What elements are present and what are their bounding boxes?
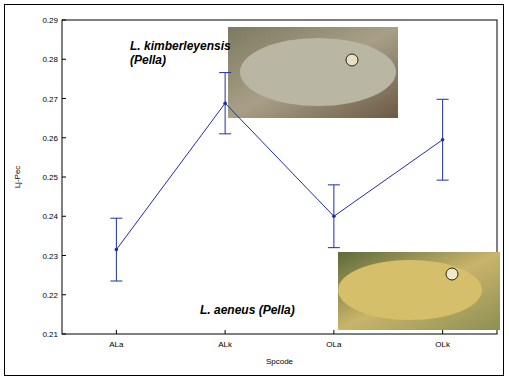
y-axis-label: Lj-Pec (13, 166, 22, 189)
x-tick (333, 330, 334, 334)
y-tick (62, 216, 66, 217)
error-bar-cap (328, 247, 340, 248)
y-tick-label: 0.23 (42, 252, 58, 261)
y-tick-label: 0.24 (42, 212, 58, 221)
y-tick-label: 0.21 (42, 330, 58, 339)
data-point (115, 248, 119, 252)
y-tick-label: 0.27 (42, 95, 58, 104)
chart-container: 0.21 0.22 0.23 0.24 0.25 0.26 0.27 0.28 0.29 ALa A… (0, 0, 509, 381)
y-tick (62, 59, 66, 60)
annotation: (Pella) (130, 53, 166, 67)
outer-frame (5, 5, 504, 376)
x-tick-label: OLk (435, 340, 451, 349)
error-bar-cap (219, 72, 231, 73)
error-bar-cap (110, 218, 122, 219)
plot-frame (62, 20, 497, 334)
error-bar-cap (437, 99, 449, 100)
y-tick (62, 294, 66, 295)
data-line (116, 103, 442, 249)
y-tick (62, 20, 66, 21)
data-point (332, 214, 336, 218)
y-tick (62, 137, 66, 138)
error-bar-cap (110, 281, 122, 282)
error-bar (219, 73, 231, 134)
y-tick (62, 255, 66, 256)
y-tick-label: 0.25 (42, 173, 58, 182)
y-tick (62, 177, 66, 178)
error-bar (437, 99, 449, 180)
x-tick-label: ALa (109, 340, 124, 349)
photo-inset (338, 252, 500, 330)
photo-inset (228, 27, 398, 118)
y-tick-label: 0.29 (42, 16, 58, 25)
x-tick (225, 330, 226, 334)
x-axis-label: Spcode (266, 357, 294, 366)
y-tick (62, 334, 66, 335)
annotation: L. kimberleyensis (130, 39, 231, 53)
x-tick (116, 330, 117, 334)
annotation: L. aeneus (Pella) (200, 303, 295, 317)
data-group (110, 73, 448, 281)
y-tick (62, 98, 66, 99)
error-bar-cap (328, 184, 340, 185)
y-tick-label: 0.26 (42, 134, 58, 143)
x-tick-label: ALk (218, 340, 233, 349)
photo-fish (240, 38, 396, 106)
data-point (223, 101, 227, 105)
chart-svg: 0.21 0.22 0.23 0.24 0.25 0.26 0.27 0.28 0.29 ALa A… (0, 0, 509, 381)
x-tick-label: OLa (326, 340, 342, 349)
y-tick-label: 0.22 (42, 291, 58, 300)
error-bar (328, 185, 340, 248)
data-point (441, 138, 445, 142)
y-tick-label: 0.28 (42, 55, 58, 64)
photo-eye (346, 54, 358, 66)
x-tick (442, 330, 443, 334)
error-bar-cap (219, 133, 231, 134)
error-bar-cap (437, 180, 449, 181)
photo-eye (446, 268, 458, 280)
error-bar (110, 218, 122, 281)
photo-fish (338, 260, 482, 320)
